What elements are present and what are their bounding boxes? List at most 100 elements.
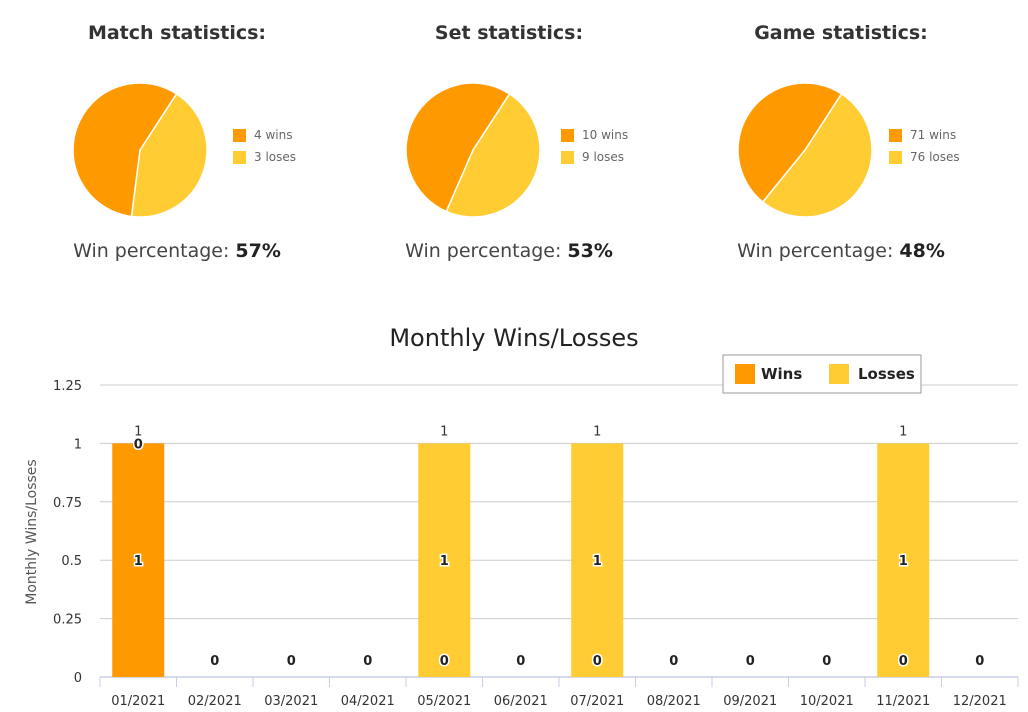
x-tick-label: 04/2021 xyxy=(341,694,395,709)
y-tick-label: 1.25 xyxy=(53,379,82,394)
game-win-percentage: Win percentage: 48% xyxy=(676,240,1006,262)
legend-item-losses[interactable]: 3 loses xyxy=(233,146,296,168)
data-label-wins-halo: 0 xyxy=(363,654,372,669)
data-label-wins-halo: 1 xyxy=(134,554,143,569)
bars xyxy=(112,443,930,677)
y-tick-label: 1 xyxy=(74,437,82,452)
wins-swatch xyxy=(233,128,246,142)
chart-title: Monthly Wins/Losses xyxy=(389,324,638,352)
x-tick-label: 11/2021 xyxy=(876,694,930,709)
data-label-total: 1 xyxy=(440,424,448,439)
data-label-losses: 1 xyxy=(593,554,602,569)
data-label-losses-halo: 1 xyxy=(899,554,908,569)
data-label-wins: 0 xyxy=(669,654,678,669)
pie-slice-losses[interactable] xyxy=(130,92,208,218)
x-axis-ticks: 01/2021 02/2021 03/2021 04/2021 05/2021 06/20… xyxy=(99,677,1019,709)
x-tick-label: 08/2021 xyxy=(647,694,701,709)
wins-label: 4 wins xyxy=(254,128,293,142)
chart-legend: Wins Losses xyxy=(722,354,922,394)
pie-slice-wins[interactable] xyxy=(72,82,178,218)
losses-swatch xyxy=(829,364,849,384)
data-label-losses: 1 xyxy=(899,554,908,569)
data-label-wins: 0 xyxy=(975,654,984,669)
match-stats-title: Match statistics: xyxy=(87,22,267,44)
data-label-total: 1 xyxy=(899,424,907,439)
monthly-bar-chart: Monthly Wins/Losses Monthly Wins/Losses … xyxy=(24,324,1019,709)
data-label-wins-halo: 0 xyxy=(210,654,219,669)
data-label-losses-halo: 1 xyxy=(440,554,449,569)
x-tick-label: 09/2021 xyxy=(723,694,777,709)
set-win-percentage: Win percentage: 53% xyxy=(344,240,674,262)
data-label-total: 1 xyxy=(593,424,601,439)
wins-swatch xyxy=(735,364,755,384)
data-label-wins: 0 xyxy=(822,654,831,669)
x-tick-label: 02/2021 xyxy=(188,694,242,709)
data-label-wins-halo: 0 xyxy=(516,654,525,669)
pie-slice-losses[interactable] xyxy=(761,92,873,218)
match-pie-chart xyxy=(72,82,208,218)
losses-swatch xyxy=(889,150,902,164)
losses-label: 3 loses xyxy=(254,150,297,164)
match-legend: 4 wins 3 loses xyxy=(233,124,296,168)
win-percentage-label: Win percentage: xyxy=(405,240,568,262)
data-label-wins-halo: 0 xyxy=(899,654,908,669)
win-percentage-value: 48% xyxy=(899,240,945,262)
win-percentage-label: Win percentage: xyxy=(737,240,900,262)
data-label-wins: 0 xyxy=(210,654,219,669)
win-percentage-label: Win percentage: xyxy=(73,240,236,262)
legend-item-wins[interactable]: 4 wins xyxy=(233,124,296,146)
y-tick-label: 0 xyxy=(74,671,82,686)
legend-item-wins[interactable]: 10 wins xyxy=(561,124,628,146)
pie-slice-losses[interactable] xyxy=(445,92,541,218)
bar-losses[interactable] xyxy=(877,443,930,677)
pie-slice-wins[interactable] xyxy=(405,82,511,213)
data-label-wins-halo: 0 xyxy=(822,654,831,669)
game-stats-title: Game statistics: xyxy=(754,22,928,44)
x-tick-label: 03/2021 xyxy=(264,694,318,709)
y-axis-label: Monthly Wins/Losses xyxy=(24,459,40,604)
legend-losses-label[interactable]: Losses xyxy=(858,365,915,383)
win-percentage-value: 57% xyxy=(235,240,281,262)
data-label-wins-halo: 0 xyxy=(593,654,602,669)
data-label-wins: 0 xyxy=(440,654,449,669)
legend-item-losses[interactable]: 9 loses xyxy=(561,146,628,168)
x-tick-label: 05/2021 xyxy=(417,694,471,709)
losses-label: 9 loses xyxy=(582,150,625,164)
y-axis-ticks: 0 0.25 0.5 0.75 1 1.25 xyxy=(53,379,82,686)
bar-losses[interactable] xyxy=(418,443,471,677)
data-label-wins: 0 xyxy=(287,654,296,669)
data-label-losses-halo: 1 xyxy=(593,554,602,569)
x-tick-label: 07/2021 xyxy=(570,694,624,709)
data-label-wins: 0 xyxy=(746,654,755,669)
game-legend: 71 wins 76 loses xyxy=(889,124,960,168)
wins-label: 71 wins xyxy=(910,128,957,142)
data-label-losses-halo: 0 xyxy=(134,437,143,452)
wins-swatch xyxy=(561,128,574,142)
losses-label: 76 loses xyxy=(910,150,960,164)
data-label-wins-halo: 0 xyxy=(746,654,755,669)
data-label-losses: 0 xyxy=(134,437,143,452)
y-tick-label: 0.75 xyxy=(53,496,82,511)
x-tick-label: 10/2021 xyxy=(800,694,854,709)
pie-slice-wins[interactable] xyxy=(737,82,843,204)
match-win-percentage: Win percentage: 57% xyxy=(12,240,342,262)
game-pie-chart xyxy=(737,82,873,218)
set-legend: 10 wins 9 loses xyxy=(561,124,628,168)
data-label-wins-halo: 0 xyxy=(440,654,449,669)
legend-item-losses[interactable]: 76 loses xyxy=(889,146,960,168)
wins-label: 10 wins xyxy=(582,128,629,142)
legend-item-wins[interactable]: 71 wins xyxy=(889,124,960,146)
data-label-total: 1 xyxy=(134,424,142,439)
legend-box xyxy=(722,354,922,394)
data-label-wins-halo: 0 xyxy=(669,654,678,669)
data-label-wins: 0 xyxy=(363,654,372,669)
x-tick-label: 01/2021 xyxy=(111,694,165,709)
legend-wins-label[interactable]: Wins xyxy=(761,365,802,383)
y-tick-label: 0.5 xyxy=(61,554,82,569)
win-percentage-value: 53% xyxy=(567,240,613,262)
data-label-wins: 0 xyxy=(593,654,602,669)
wins-swatch xyxy=(889,128,902,142)
bar-losses[interactable] xyxy=(571,443,624,677)
bar-wins[interactable] xyxy=(112,443,165,677)
